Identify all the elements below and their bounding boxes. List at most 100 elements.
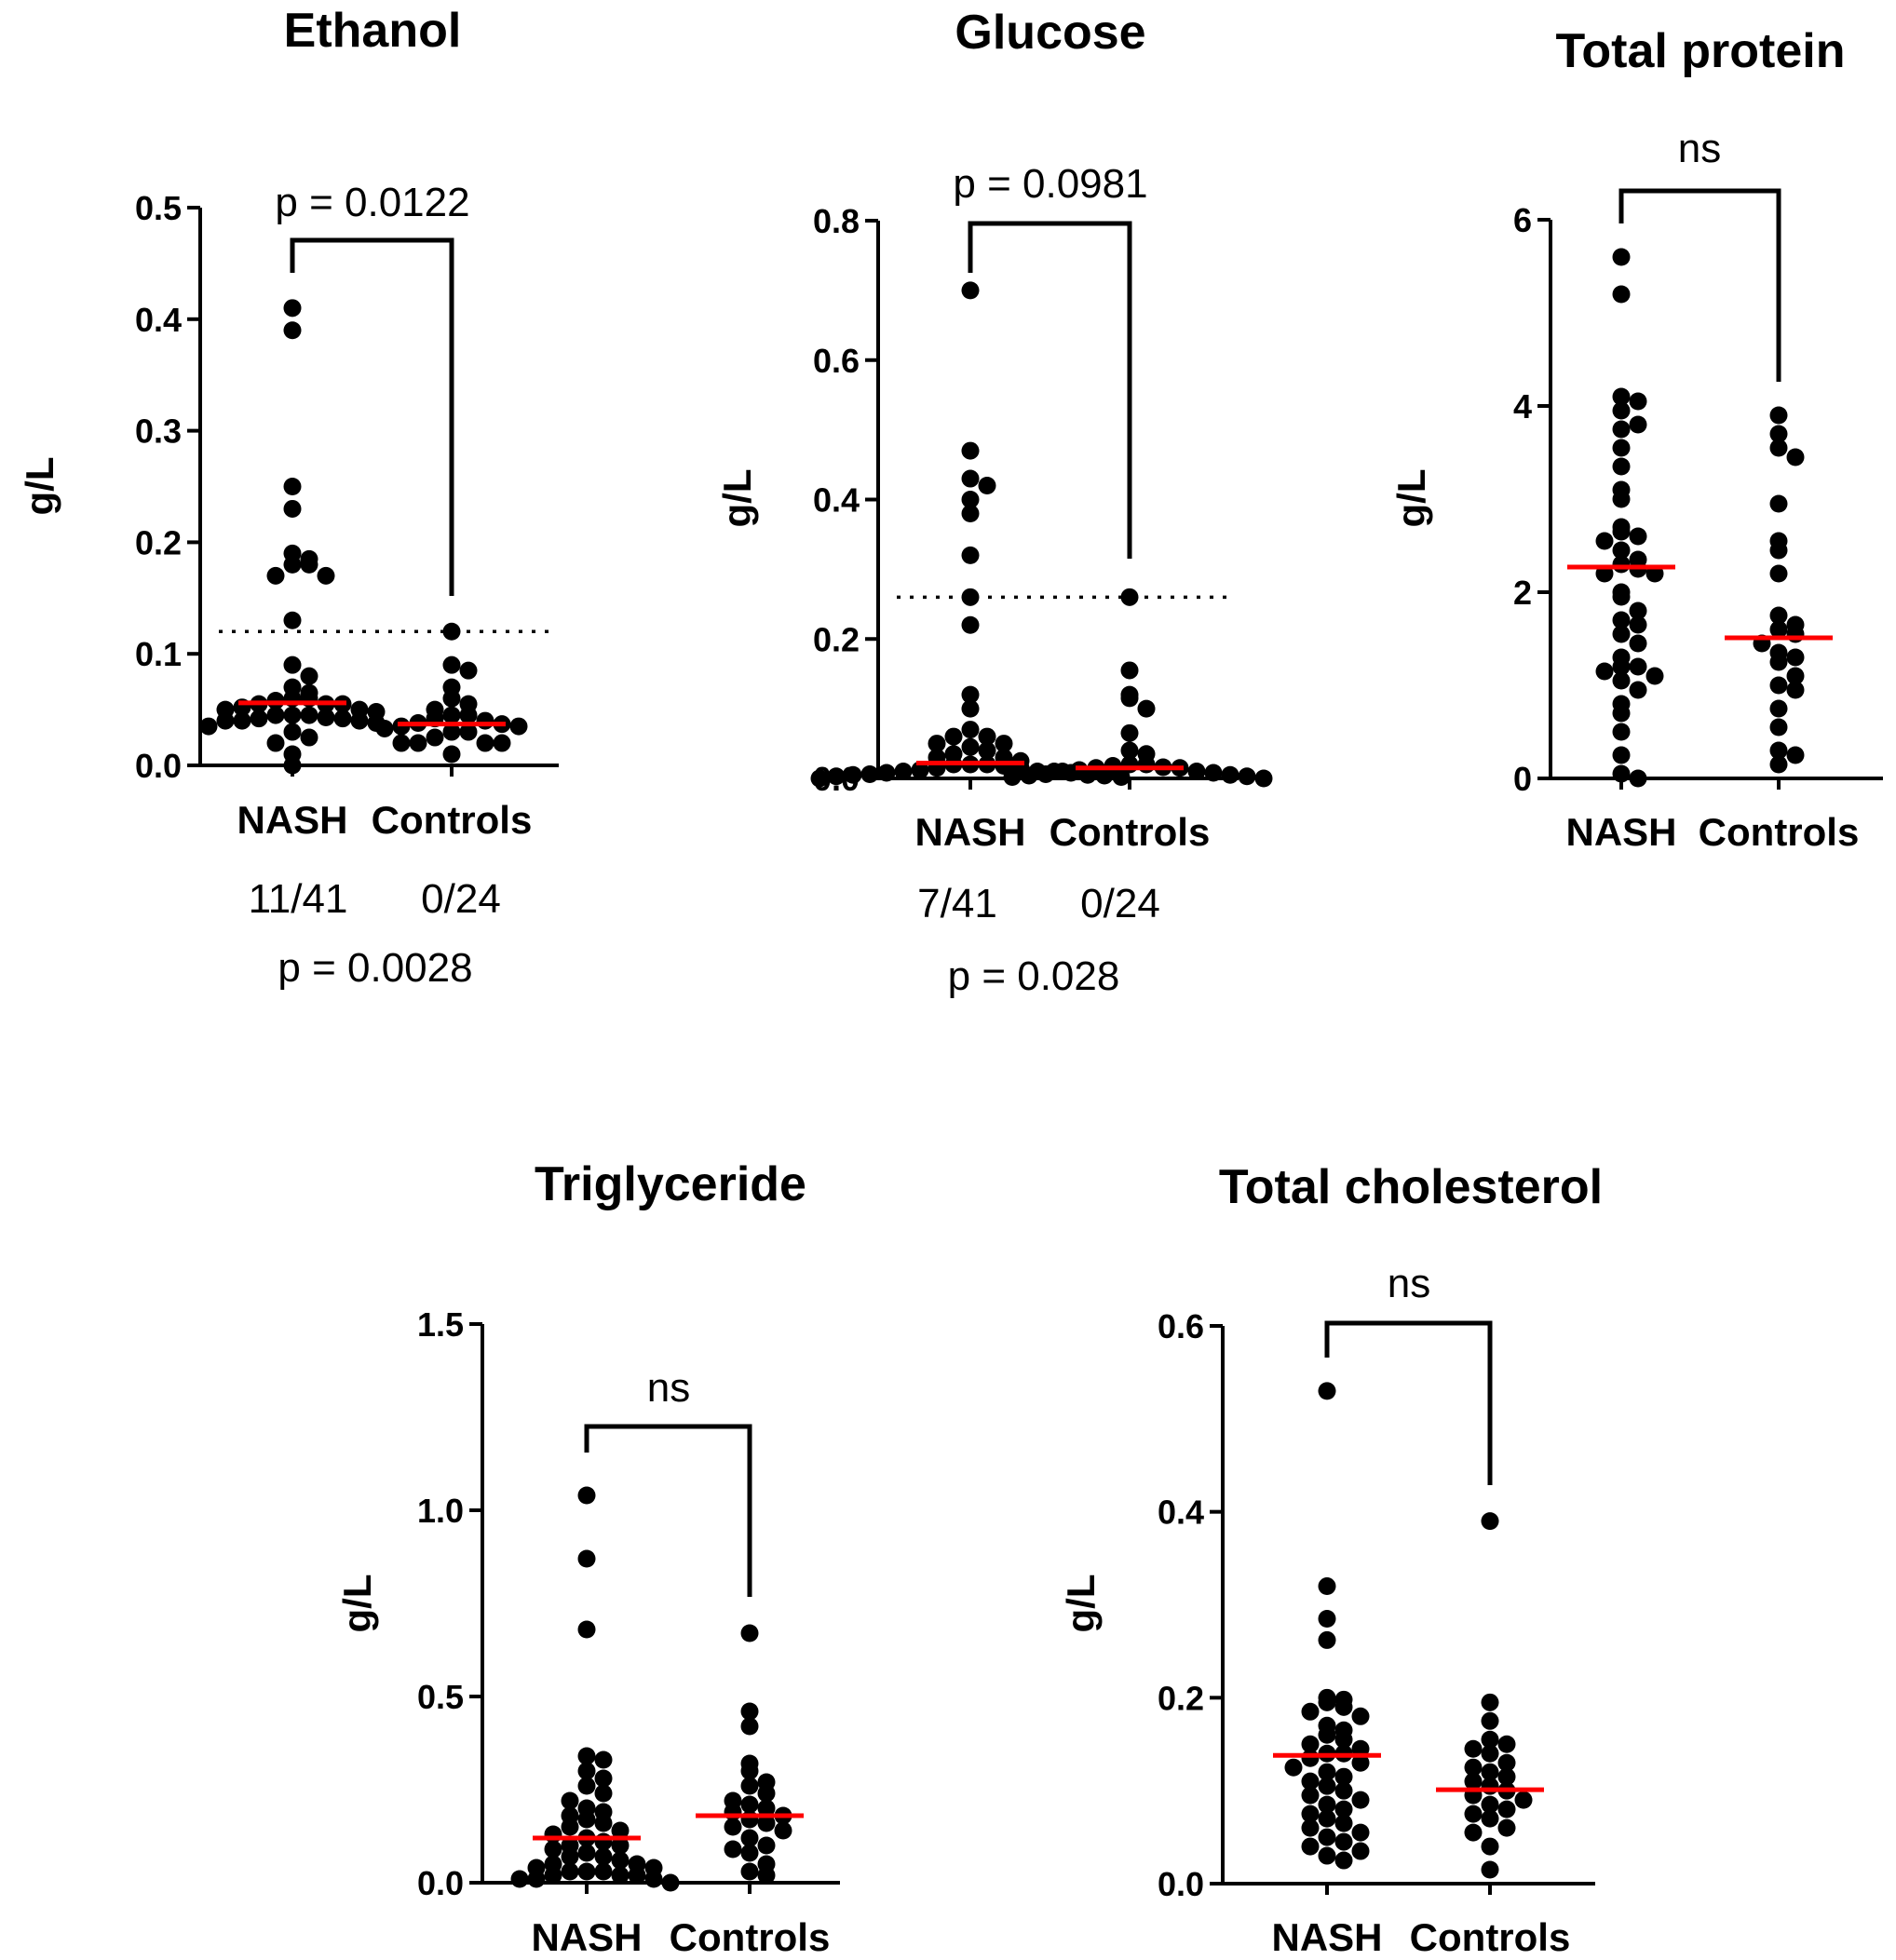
data-point [1612,439,1631,457]
data-point [266,734,285,752]
y-tick-label: 1.0 [417,1492,464,1530]
data-point [250,710,268,728]
data-point [1318,1577,1336,1596]
data-point [577,1549,596,1568]
data-point [544,1866,562,1885]
data-point [1595,532,1614,550]
data-point [1036,765,1055,784]
data-point [1612,723,1631,741]
data-point [740,1829,759,1847]
y-tick-label: 0.0 [1158,1865,1204,1903]
data-point [1629,634,1647,653]
data-point [1612,387,1631,406]
count-above-threshold-controls: 0/24 [421,876,501,922]
data-point [1497,1800,1516,1818]
data-point [724,1840,742,1859]
data-point [1769,620,1788,639]
data-point [493,734,511,752]
data-point [1629,415,1647,434]
data-point [594,1784,613,1803]
data-point [740,1810,759,1829]
data-point [300,667,318,685]
panel-total-protein: Total protein g/L NASH Controls ns 0 2 4 6 [1389,24,1883,854]
data-point [1334,1800,1353,1818]
data-point [827,767,846,786]
panel-glucose: Glucose g/L NASH Controls p = 0.0981 7/4… [715,6,1273,999]
data-point [1481,1711,1499,1730]
data-point [757,1814,776,1832]
panel-triglyceride: Triglyceride g/L NASH Controls ns 0.0 0.5… [335,1157,840,1959]
data-point [317,708,335,726]
data-point [1020,766,1038,785]
data-point [1351,1707,1370,1725]
data-point [1769,564,1788,583]
data-point [1481,1795,1499,1814]
data-point [577,1777,596,1795]
data-point [1318,1828,1336,1846]
comparison-p-value: ns [1678,126,1721,171]
data-point [1481,1777,1499,1795]
data-point [1769,741,1788,760]
data-point [757,1836,776,1855]
data-point [594,1750,613,1769]
y-axis-label: g/L [335,1575,379,1633]
data-point [978,477,996,495]
data-point [577,1862,596,1881]
y-tick-label: 0.5 [135,189,182,227]
data-point [1301,1805,1320,1823]
data-point [561,1791,579,1810]
significance-bracket [968,221,1132,559]
data-point [1137,755,1156,774]
data-point [283,478,302,495]
data-point [333,710,352,728]
data-point [1351,1753,1370,1772]
data-point [442,689,461,708]
data-point [1612,248,1631,266]
data-point [577,1620,596,1639]
data-point [1629,602,1647,620]
panel-title: Ethanol [284,4,462,58]
data-point [724,1818,742,1836]
data-point [1612,522,1631,541]
data-point [1769,406,1788,425]
data-point [1318,1846,1336,1865]
data-point [757,1784,776,1803]
data-point [961,615,980,634]
data-point [1301,1735,1320,1753]
category-label-nash: NASH [1271,1915,1382,1959]
y-tick-label: 2 [1513,574,1532,612]
data-point [1351,1823,1370,1842]
category-label-nash: NASH [914,810,1025,854]
data-point [426,728,444,747]
data-point [1612,457,1631,476]
data-point [1318,1609,1336,1628]
data-point [1334,1730,1353,1749]
data-point [1612,490,1631,508]
data-point [1481,1763,1499,1781]
data-point [266,706,285,724]
data-point [1769,494,1788,513]
y-tick-label: 0.0 [417,1864,464,1902]
y-tick-label: 0.4 [135,301,182,339]
data-point [1351,1791,1370,1809]
data-point [1464,1758,1483,1777]
data-point [561,1862,579,1881]
data-point [1595,662,1614,681]
data-point [283,555,302,574]
data-point [844,765,862,784]
data-point [283,723,302,741]
data-point [961,737,980,756]
data-point [1301,1772,1320,1791]
data-point [894,763,913,781]
data-point [661,1873,680,1892]
data-point [1301,1702,1320,1721]
y-tick-label: 0.2 [135,523,182,561]
data-point [628,1866,646,1885]
data-point [1612,555,1631,574]
y-axis-label: g/L [18,457,61,516]
y-axis-label: g/L [1059,1575,1103,1633]
data-point [1629,657,1647,676]
significance-bracket [1618,188,1781,382]
panel-total-cholesterol: Total cholesterol g/L NASH Controls ns 0… [1059,1160,1603,1959]
y-tick-label: 0.6 [1158,1307,1204,1345]
